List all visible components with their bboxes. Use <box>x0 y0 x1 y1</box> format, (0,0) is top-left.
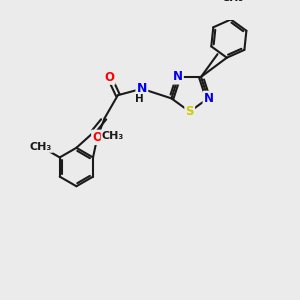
Text: N: N <box>173 70 183 83</box>
Text: O: O <box>92 131 102 144</box>
Text: S: S <box>185 105 194 118</box>
Text: O: O <box>104 71 115 84</box>
Text: N: N <box>204 92 214 105</box>
Text: N: N <box>137 82 147 95</box>
Text: H: H <box>135 94 144 104</box>
Text: CH₃: CH₃ <box>30 142 52 152</box>
Text: CH₃: CH₃ <box>102 131 124 141</box>
Text: CH₃: CH₃ <box>222 0 244 3</box>
